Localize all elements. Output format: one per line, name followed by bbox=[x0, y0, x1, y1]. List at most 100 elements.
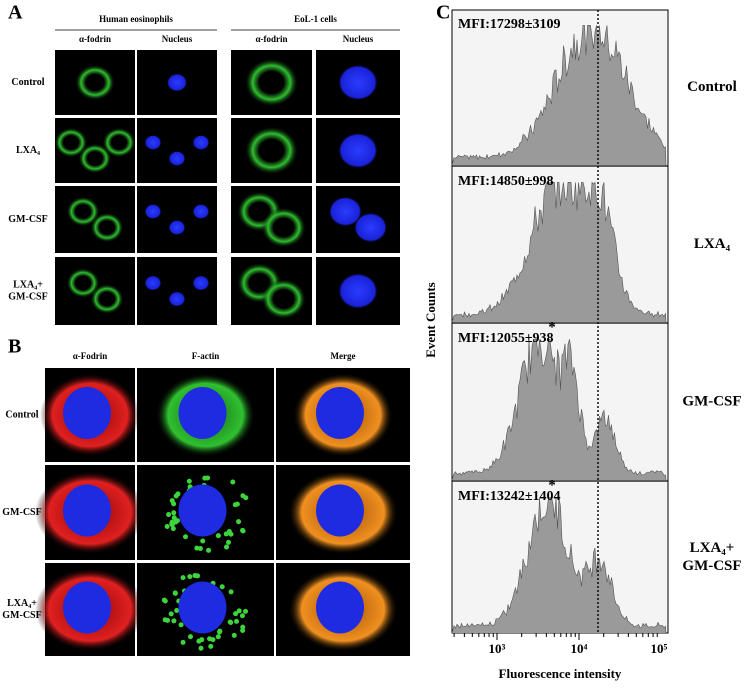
row-label: GM-CSF bbox=[2, 610, 41, 621]
actin-dot bbox=[186, 478, 192, 484]
panel-label: B bbox=[8, 336, 21, 358]
actin-dot bbox=[178, 622, 184, 628]
actin-dot bbox=[240, 493, 246, 499]
row-label: GM-CSF bbox=[8, 214, 47, 225]
actin-dot bbox=[228, 531, 234, 537]
x-tick-label: 10⁴ bbox=[571, 641, 588, 656]
actin-dot bbox=[231, 632, 237, 638]
micrograph bbox=[137, 186, 217, 253]
actin-dot bbox=[233, 611, 239, 617]
actin-dot bbox=[174, 518, 180, 524]
column-header: F-actin bbox=[192, 351, 220, 361]
actin-dot bbox=[233, 618, 239, 624]
mfi-label: MFI:17298±3109 bbox=[458, 17, 561, 32]
actin-dot bbox=[240, 624, 246, 630]
actin-dot bbox=[197, 545, 203, 551]
actin-dot bbox=[168, 611, 174, 617]
actin-dot bbox=[225, 539, 231, 545]
column-header: α-fodrin bbox=[255, 34, 287, 44]
cell bbox=[90, 212, 124, 243]
cell bbox=[144, 135, 162, 150]
group-title: Human eosinophils bbox=[99, 14, 173, 24]
actin-dot bbox=[187, 574, 193, 580]
cell bbox=[192, 204, 210, 219]
actin-dot bbox=[174, 608, 180, 614]
actin-dot bbox=[161, 597, 167, 603]
column-header: Nucleus bbox=[162, 34, 193, 44]
nucleus bbox=[316, 484, 364, 537]
significance: * bbox=[548, 477, 556, 493]
row-label: LXA₄+ bbox=[13, 279, 43, 290]
column-header: Merge bbox=[331, 351, 356, 361]
nucleus bbox=[63, 387, 111, 439]
micrograph bbox=[137, 118, 217, 183]
actin-dot bbox=[243, 608, 249, 614]
x-tick-label: 10⁵ bbox=[651, 641, 668, 656]
actin-dot bbox=[187, 634, 193, 640]
row-label: Control bbox=[5, 409, 38, 420]
row-label: LXA₄+ bbox=[7, 598, 37, 609]
nucleus bbox=[63, 581, 111, 634]
actin-dot bbox=[169, 519, 175, 525]
y-axis-label: Event Counts bbox=[423, 282, 438, 358]
x-axis-label: Fluorescence intensity bbox=[499, 666, 622, 681]
condition-label: Control bbox=[687, 79, 737, 95]
cell bbox=[168, 151, 186, 166]
mfi-label: MFI:13242±1404 bbox=[458, 489, 561, 504]
actin-dot bbox=[171, 515, 177, 521]
column-header: Nucleus bbox=[343, 34, 374, 44]
actin-dot bbox=[206, 547, 212, 553]
row-label: GM-CSF bbox=[2, 507, 41, 518]
nucleus bbox=[178, 484, 227, 537]
cell bbox=[102, 127, 136, 158]
nucleus bbox=[316, 581, 364, 634]
actin-dot bbox=[208, 643, 214, 649]
cell bbox=[66, 196, 100, 227]
actin-dot bbox=[164, 524, 170, 530]
cell bbox=[244, 58, 299, 107]
histogram bbox=[451, 497, 667, 634]
actin-dot bbox=[239, 613, 245, 619]
actin-dot bbox=[234, 501, 240, 507]
histogram bbox=[451, 338, 667, 481]
histogram bbox=[451, 181, 667, 323]
nucleus bbox=[178, 387, 227, 439]
condition-label: GM-CSF bbox=[682, 393, 741, 409]
cell bbox=[261, 278, 307, 320]
cell bbox=[338, 273, 378, 309]
x-tick-label: 10³ bbox=[489, 641, 506, 656]
actin-dot bbox=[165, 617, 171, 623]
actin-dot bbox=[182, 534, 188, 540]
nucleus bbox=[178, 581, 227, 634]
actin-dot bbox=[223, 531, 229, 537]
nucleus bbox=[316, 387, 364, 439]
cell bbox=[168, 220, 186, 235]
actin-dot bbox=[215, 533, 221, 539]
row-label: LXA₄ bbox=[16, 145, 40, 156]
actin-dot bbox=[207, 636, 213, 642]
actin-dot bbox=[180, 639, 186, 645]
panel-label: A bbox=[8, 2, 23, 24]
mfi-label: MFI:12055±938 bbox=[458, 331, 554, 346]
actin-dot bbox=[195, 573, 201, 579]
actin-dot bbox=[202, 475, 208, 481]
cell bbox=[168, 291, 186, 307]
panel-label: C bbox=[436, 2, 450, 24]
actin-dot bbox=[236, 608, 242, 614]
actin-dot bbox=[228, 620, 234, 626]
significance: * bbox=[548, 319, 556, 335]
cell bbox=[261, 207, 307, 248]
row-label: GM-CSF bbox=[8, 291, 47, 302]
cell bbox=[192, 275, 210, 291]
cell bbox=[54, 127, 88, 158]
actin-dot bbox=[171, 510, 177, 516]
cell bbox=[338, 132, 378, 169]
condition-label: LXA₄ bbox=[694, 236, 731, 252]
mfi-label: MFI:14850±998 bbox=[458, 174, 554, 189]
condition-label: LXA₄+ bbox=[690, 540, 735, 556]
micrograph bbox=[137, 257, 217, 325]
actin-dot bbox=[240, 528, 246, 534]
actin-dot bbox=[175, 491, 181, 497]
cell bbox=[66, 268, 100, 298]
